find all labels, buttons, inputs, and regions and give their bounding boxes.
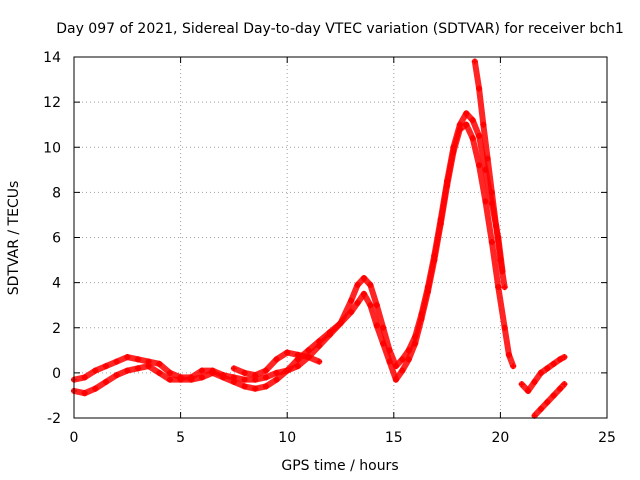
chart-title: Day 097 of 2021, Sidereal Day-to-day VTE… [56, 21, 624, 37]
data-point [561, 354, 568, 361]
point-trace [471, 58, 483, 92]
x-axis-label: GPS time / hours [281, 458, 398, 474]
x-tick-label: 0 [70, 430, 79, 446]
y-axis-label: SDTVAR / TECUs [6, 181, 22, 296]
data-point [501, 284, 508, 291]
y-tick-label: 6 [52, 231, 61, 247]
point-trace [431, 220, 444, 264]
point-trace [484, 155, 495, 196]
point-trace [493, 223, 504, 264]
point-trace [480, 121, 491, 162]
y-tick-label: 4 [52, 276, 61, 292]
y-tick-label: 14 [43, 50, 61, 66]
axis-ticks: 0 5 10 15 20 25 -2 0 2 4 6 8 10 12 14 [43, 50, 616, 446]
point-trace [373, 322, 387, 347]
point-trace [380, 340, 393, 365]
series-3 [471, 58, 508, 291]
point-trace [497, 257, 508, 291]
point-trace [418, 288, 431, 322]
point-trace [501, 324, 512, 358]
point-trace [373, 302, 387, 331]
y-tick-label: -2 [47, 411, 61, 427]
point-trace [367, 302, 380, 329]
data-point [316, 358, 323, 365]
point-trace [495, 284, 508, 331]
point-trace [476, 162, 489, 205]
data-point [561, 381, 568, 388]
y-tick-label: 8 [52, 185, 61, 201]
series-6 [531, 381, 568, 419]
point-trace [450, 126, 463, 155]
y-tick-label: 2 [52, 321, 61, 337]
point-trace [380, 324, 393, 354]
x-tick-label: 10 [278, 430, 296, 446]
point-trace [476, 85, 487, 128]
point-trace [412, 315, 425, 347]
data-point [510, 363, 517, 370]
point-trace [469, 135, 483, 169]
series-4 [230, 349, 323, 379]
series-5 [518, 354, 568, 394]
point-trace [476, 132, 489, 173]
x-tick-label: 5 [176, 430, 185, 446]
point-trace [437, 182, 451, 227]
y-tick-label: 10 [43, 140, 61, 156]
data-points [71, 58, 568, 419]
y-tick-label: 0 [52, 366, 61, 382]
point-trace [367, 281, 380, 309]
y-tick-label: 12 [43, 95, 61, 111]
point-trace [482, 198, 495, 246]
series-2 [71, 121, 517, 397]
series-1 [71, 110, 506, 383]
x-tick-label: 25 [598, 430, 616, 446]
point-trace [444, 148, 457, 189]
plot-frame [73, 56, 608, 419]
x-tick-label: 20 [491, 430, 509, 446]
point-trace [488, 189, 500, 230]
x-tick-label: 15 [385, 430, 403, 446]
point-trace [488, 239, 502, 291]
point-trace [424, 257, 438, 295]
